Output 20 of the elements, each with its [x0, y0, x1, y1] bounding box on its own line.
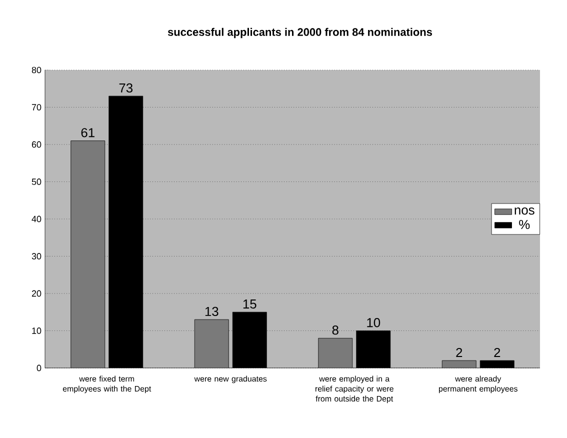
data-label: 13: [205, 306, 218, 316]
y-tick-label: 60: [32, 141, 42, 148]
y-tick-label: 10: [32, 328, 42, 334]
legend-label: nos: [514, 208, 534, 215]
data-label: 61: [81, 128, 94, 138]
data-label: 15: [243, 300, 256, 309]
y-tick-label: 70: [32, 104, 42, 110]
data-label: 2: [456, 348, 462, 358]
data-label: 10: [367, 318, 380, 328]
data-label: 2: [494, 348, 500, 358]
y-tick-label: 50: [32, 178, 42, 185]
data-label: 73: [119, 83, 133, 93]
y-tick-label: 20: [32, 290, 42, 297]
data-label: 8: [332, 325, 338, 335]
y-tick-label: 40: [32, 216, 42, 222]
y-tick-label: 0: [36, 364, 42, 372]
y-tick-label: 30: [32, 253, 42, 260]
chart-title: successful applicants in 2000 from 84 nominations: [168, 28, 432, 38]
y-tick-label: 80: [32, 66, 42, 74]
legend-label: %: [519, 220, 530, 230]
